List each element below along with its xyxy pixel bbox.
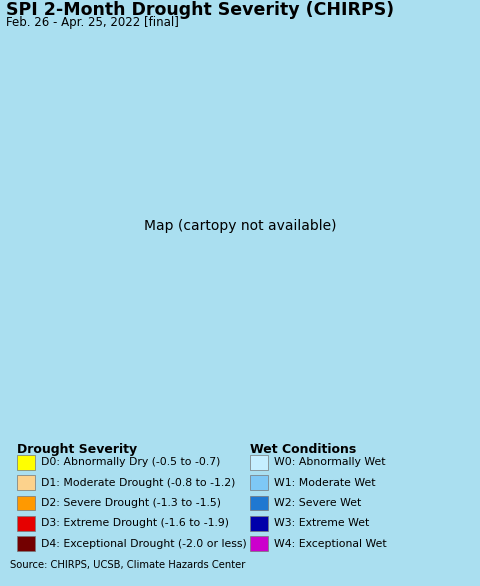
Text: W1: Moderate Wet: W1: Moderate Wet (274, 478, 375, 488)
Text: W3: Extreme Wet: W3: Extreme Wet (274, 519, 369, 529)
Text: D3: Extreme Drought (-1.6 to -1.9): D3: Extreme Drought (-1.6 to -1.9) (41, 519, 229, 529)
Text: Source: CHIRPS, UCSB, Climate Hazards Center: Source: CHIRPS, UCSB, Climate Hazards Ce… (10, 560, 245, 570)
FancyBboxPatch shape (250, 536, 268, 551)
Text: D1: Moderate Drought (-0.8 to -1.2): D1: Moderate Drought (-0.8 to -1.2) (41, 478, 235, 488)
Text: D0: Abnormally Dry (-0.5 to -0.7): D0: Abnormally Dry (-0.5 to -0.7) (41, 457, 220, 468)
Text: SPI 2-Month Drought Severity (CHIRPS): SPI 2-Month Drought Severity (CHIRPS) (6, 1, 394, 19)
FancyBboxPatch shape (17, 475, 35, 490)
FancyBboxPatch shape (17, 455, 35, 470)
Text: Map (cartopy not available): Map (cartopy not available) (144, 219, 336, 233)
FancyBboxPatch shape (250, 516, 268, 531)
FancyBboxPatch shape (250, 455, 268, 470)
Text: W0: Abnormally Wet: W0: Abnormally Wet (274, 457, 385, 468)
Text: Drought Severity: Drought Severity (17, 443, 137, 456)
Text: D4: Exceptional Drought (-2.0 or less): D4: Exceptional Drought (-2.0 or less) (41, 539, 247, 548)
FancyBboxPatch shape (17, 496, 35, 510)
Text: Wet Conditions: Wet Conditions (250, 443, 356, 456)
FancyBboxPatch shape (17, 516, 35, 531)
FancyBboxPatch shape (250, 475, 268, 490)
Text: W4: Exceptional Wet: W4: Exceptional Wet (274, 539, 386, 548)
FancyBboxPatch shape (17, 536, 35, 551)
Text: D2: Severe Drought (-1.3 to -1.5): D2: Severe Drought (-1.3 to -1.5) (41, 498, 221, 508)
FancyBboxPatch shape (250, 496, 268, 510)
Text: W2: Severe Wet: W2: Severe Wet (274, 498, 361, 508)
Text: Feb. 26 - Apr. 25, 2022 [final]: Feb. 26 - Apr. 25, 2022 [final] (6, 16, 179, 29)
